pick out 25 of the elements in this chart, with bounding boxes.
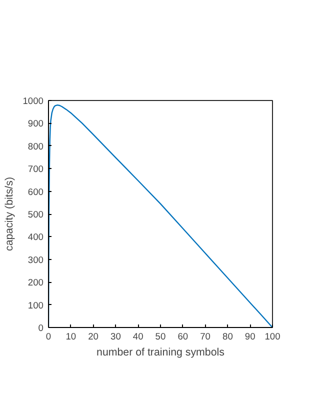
y-tick-label: 200 xyxy=(28,278,44,288)
x-tick-label: 90 xyxy=(244,332,256,342)
line-series xyxy=(48,104,272,328)
y-tick-label: 600 xyxy=(28,186,44,197)
x-tick-label: 50 xyxy=(155,332,166,342)
y-tick-label: 0 xyxy=(38,323,44,333)
y-tick-label: 100 xyxy=(28,300,44,310)
y-tick-label: 800 xyxy=(28,141,44,152)
x-axis-title: number of training symbols xyxy=(96,346,224,358)
x-tick-label: 30 xyxy=(110,332,121,342)
y-tick-label: 900 xyxy=(28,118,44,129)
y-tick-label: 400 xyxy=(28,232,44,242)
y-tick-label: 1000 xyxy=(22,96,44,106)
x-tick-label: 70 xyxy=(200,332,211,342)
x-tick-label: 20 xyxy=(88,332,99,342)
x-tick-label: 80 xyxy=(222,332,233,342)
x-tick-label: 40 xyxy=(132,332,144,342)
x-tick-label: 0 xyxy=(46,332,52,342)
y-tick-label: 500 xyxy=(28,210,44,220)
x-tick-label: 60 xyxy=(178,332,188,342)
y-axis-title: capacity (bits/s) xyxy=(4,176,16,252)
x-tick-label: 10 xyxy=(66,332,76,342)
y-tick-label: 300 xyxy=(28,254,44,265)
y-tick-label: 700 xyxy=(28,164,44,174)
x-tick-label: 100 xyxy=(264,332,280,342)
